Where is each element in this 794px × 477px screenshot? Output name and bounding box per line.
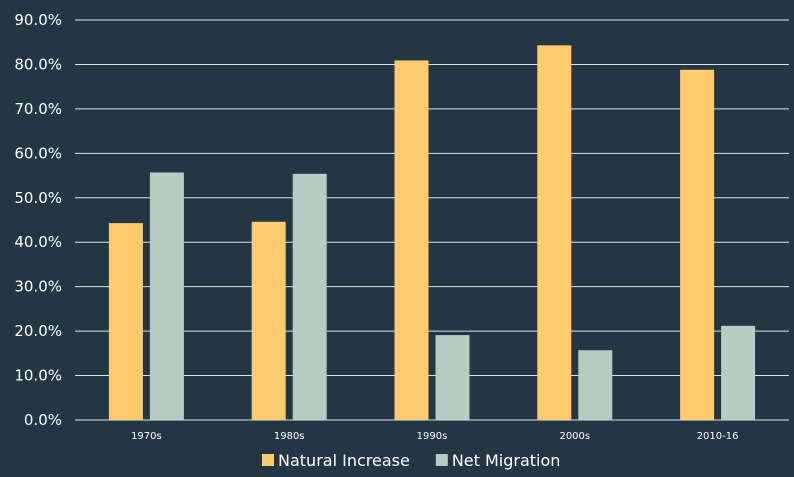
bar-natural-increase	[108, 223, 143, 420]
bar-natural-increase	[537, 45, 572, 420]
y-tick-label: 80.0%	[14, 55, 62, 73]
legend-swatch	[262, 454, 274, 466]
x-tick-label: 2000s	[559, 431, 590, 442]
y-tick-label: 70.0%	[14, 100, 62, 118]
bar-net-migration	[721, 325, 756, 420]
y-tick-label: 20.0%	[14, 322, 62, 340]
x-axis-tick-labels: 1970s 1980s 1990s 2000s 2010-16	[131, 431, 738, 442]
gridlines	[75, 19, 789, 421]
y-tick-label: 10.0%	[14, 367, 62, 385]
bars	[108, 45, 756, 421]
bar-net-migration	[435, 335, 470, 420]
legend-label: Net Migration	[452, 451, 561, 470]
bar-net-migration	[578, 350, 613, 420]
x-tick-label: 2010-16	[697, 431, 739, 442]
bar-net-migration	[149, 172, 184, 420]
bar-natural-increase	[394, 60, 429, 420]
x-tick-label: 1990s	[417, 431, 448, 442]
legend-label: Natural Increase	[278, 451, 410, 470]
bar-natural-increase	[251, 221, 286, 420]
legend: Natural Increase Net Migration	[262, 451, 560, 470]
bar-net-migration	[292, 173, 327, 420]
x-tick-label: 1970s	[131, 431, 162, 442]
y-tick-label: 0.0%	[24, 411, 62, 429]
y-tick-label: 40.0%	[14, 233, 62, 251]
y-tick-label: 60.0%	[14, 144, 62, 162]
bar-natural-increase	[680, 69, 715, 421]
y-tick-label: 50.0%	[14, 189, 62, 207]
y-axis-tick-labels: 0.0% 10.0% 20.0% 30.0% 40.0% 50.0% 60.0% 70.0% 8…	[14, 11, 62, 429]
x-tick-label: 1980s	[274, 431, 305, 442]
y-tick-label: 90.0%	[14, 11, 62, 29]
y-tick-label: 30.0%	[14, 278, 62, 296]
legend-swatch	[435, 454, 448, 466]
